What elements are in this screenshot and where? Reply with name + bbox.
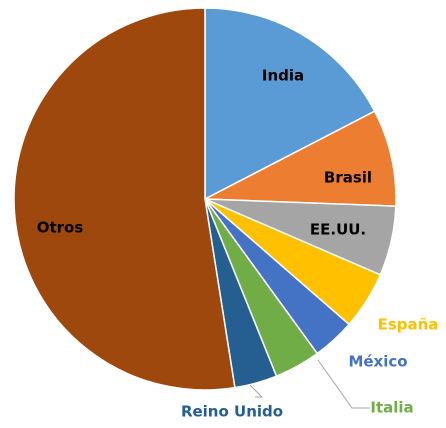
slice-label: España [378, 316, 439, 334]
leader-line [249, 384, 264, 398]
slice-label: EE.UU. [310, 221, 366, 239]
slice-label: Otros [37, 219, 84, 237]
slice-label: Reino Unido [181, 403, 283, 421]
pie-slice [202, 110, 397, 207]
leader-line [317, 359, 370, 409]
pie-slice [13, 7, 236, 391]
slice-label: México [348, 353, 407, 371]
slice-label: India [262, 67, 304, 85]
pie-slice [204, 7, 376, 201]
slice-label: Brasil [324, 169, 372, 187]
slice-label: Italia [370, 399, 413, 417]
